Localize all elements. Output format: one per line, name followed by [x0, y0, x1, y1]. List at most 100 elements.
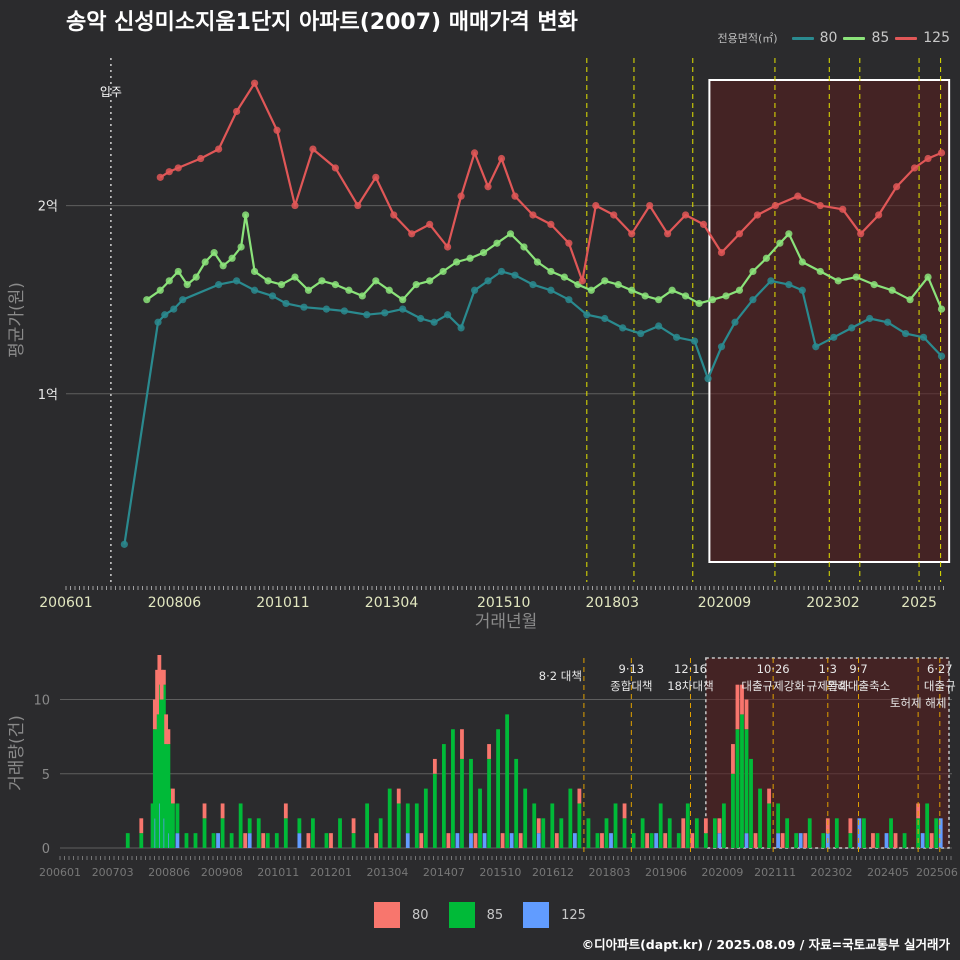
data-point-85	[165, 277, 173, 285]
bar-85	[541, 818, 546, 848]
legend-bottom: 80 85 125	[0, 902, 960, 928]
data-point-80	[673, 333, 681, 341]
data-point-80	[767, 277, 775, 285]
data-point-80	[731, 318, 739, 326]
bar-80	[753, 833, 758, 848]
bar-80	[261, 833, 266, 848]
data-point-85	[641, 292, 649, 300]
bar-80	[929, 833, 934, 848]
bar-80	[446, 833, 451, 848]
bar-125	[536, 833, 541, 848]
data-point-80	[919, 333, 928, 341]
data-point-85	[798, 258, 806, 266]
data-point-125	[165, 168, 173, 176]
bar-125	[920, 833, 925, 848]
bar-85	[378, 818, 383, 848]
bar-85	[229, 833, 234, 848]
data-point-85	[852, 273, 860, 281]
data-point-85	[560, 273, 568, 281]
bar-80	[419, 833, 424, 848]
top-x-tick-label: 200601	[39, 595, 92, 611]
data-point-85	[493, 239, 501, 247]
bar-85	[586, 818, 591, 848]
bar-125	[152, 818, 157, 848]
data-point-80	[785, 281, 793, 289]
bar-125	[161, 818, 166, 848]
data-point-125	[924, 154, 932, 163]
data-point-85	[318, 277, 326, 285]
data-point-80	[340, 307, 348, 315]
bar-85	[432, 773, 437, 848]
policy-label-6: 토허제 해제	[890, 696, 947, 710]
bar-85	[469, 758, 473, 834]
bottom-x-tick-label: 200806	[148, 866, 190, 879]
data-point-80	[704, 375, 712, 383]
data-point-125	[156, 173, 164, 181]
legend-title: 전용면적(㎡)	[717, 32, 778, 45]
bar-85	[297, 818, 302, 834]
data-point-80	[812, 343, 820, 351]
bar-80	[577, 788, 582, 804]
legend-line-80	[791, 36, 814, 40]
data-point-85	[201, 258, 209, 266]
bar-80	[740, 684, 744, 715]
top-y-tick-label: 2억	[38, 200, 58, 215]
data-point-85	[816, 267, 824, 276]
bottom-x-tick-label: 200601	[39, 866, 81, 879]
data-point-80	[484, 277, 492, 285]
data-point-85	[708, 296, 717, 304]
bar-85	[613, 803, 618, 848]
data-point-80	[470, 286, 479, 294]
bar-80	[871, 833, 875, 848]
data-point-125	[839, 205, 847, 213]
data-point-80	[120, 540, 128, 548]
top-x-tick-label: 200806	[148, 595, 202, 611]
data-point-85	[614, 281, 622, 289]
data-point-85	[412, 281, 420, 289]
bar-85	[265, 833, 270, 848]
bar-125	[609, 833, 613, 848]
bar-80	[159, 669, 164, 700]
bar-85	[834, 818, 839, 848]
data-point-80	[717, 343, 726, 351]
data-point-125	[547, 220, 555, 228]
bar-85	[631, 833, 636, 848]
bar-125	[654, 833, 659, 848]
data-point-80	[363, 311, 371, 319]
bar-85	[423, 788, 428, 848]
data-point-85	[695, 299, 703, 308]
bar-85	[744, 729, 749, 834]
bar-85	[889, 818, 893, 848]
policy-date-1: 9·13	[619, 662, 645, 676]
bar-85	[238, 803, 243, 848]
bar-85	[658, 803, 663, 848]
data-point-125	[457, 192, 465, 200]
data-point-80	[884, 318, 892, 326]
data-point-125	[174, 164, 182, 172]
data-point-80	[565, 296, 573, 304]
data-point-80	[215, 281, 223, 289]
bar-80	[500, 833, 505, 848]
bar-85	[767, 803, 771, 848]
bottom-x-tick-label: 201407	[423, 866, 465, 879]
bar-125	[776, 833, 781, 848]
data-point-125	[215, 145, 223, 153]
bar-85	[532, 803, 537, 848]
bar-85	[168, 788, 173, 848]
data-point-80	[268, 292, 277, 300]
bar-85	[694, 818, 699, 848]
data-point-85	[601, 277, 609, 285]
bar-85	[821, 833, 826, 848]
data-point-85	[655, 296, 663, 304]
data-point-85	[479, 249, 488, 257]
data-point-80	[637, 329, 645, 338]
bar-80	[622, 803, 627, 819]
legend-line-85	[843, 36, 866, 40]
bar-125	[405, 833, 410, 848]
legend-item-80: 80	[791, 30, 837, 46]
data-point-80	[848, 324, 856, 332]
policy-date-2: 12·16	[674, 662, 707, 676]
bar-85	[550, 803, 555, 848]
bar-85	[405, 803, 410, 834]
top-x-tick-label: 202302	[806, 595, 859, 611]
